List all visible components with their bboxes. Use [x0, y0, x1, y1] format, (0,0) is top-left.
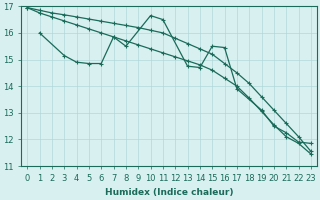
X-axis label: Humidex (Indice chaleur): Humidex (Indice chaleur) [105, 188, 233, 197]
